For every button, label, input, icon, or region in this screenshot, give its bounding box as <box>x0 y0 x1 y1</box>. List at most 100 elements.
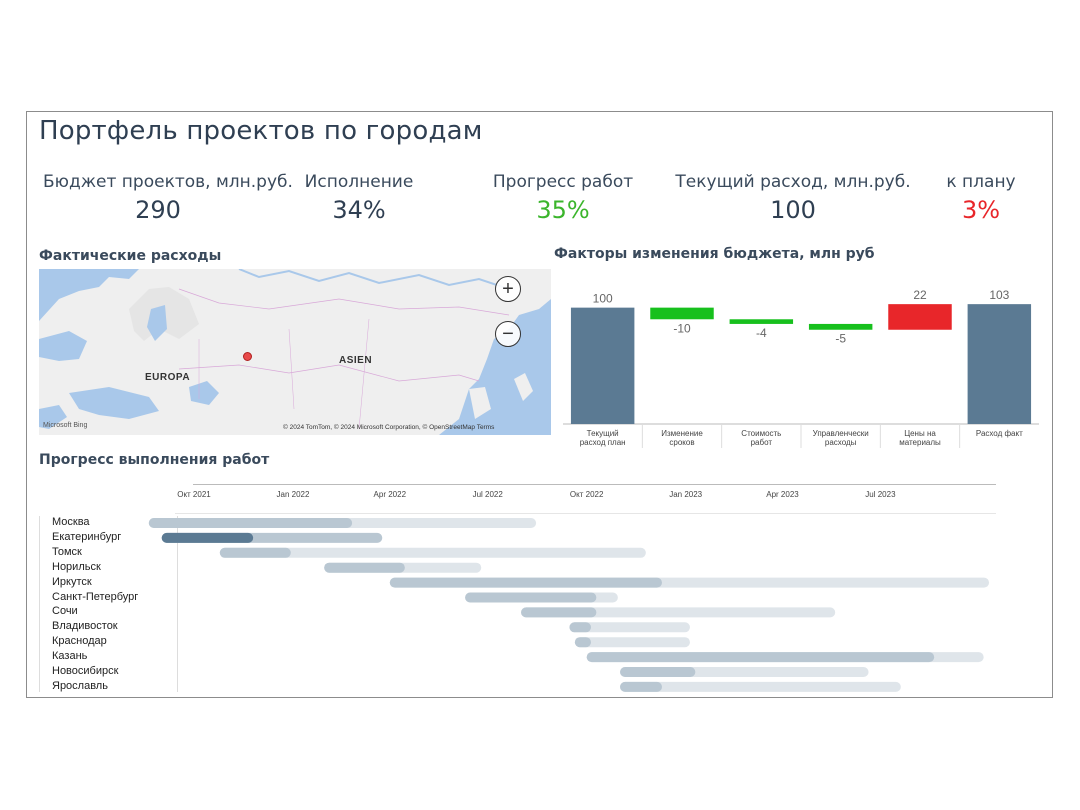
waterfall-category-label: Управленчески <box>813 429 869 438</box>
waterfall-category-label: работ <box>751 438 773 447</box>
kpi-progress-label: Прогресс работ <box>492 172 634 192</box>
gantt-city-label[interactable]: Новосибирск <box>52 665 119 677</box>
page-title: Портфель проектов по городам <box>39 116 483 146</box>
gantt-bar-remaining[interactable] <box>219 547 646 558</box>
gantt-tick-label: Apr 2022 <box>373 490 407 499</box>
waterfall-value-label: 100 <box>593 292 613 306</box>
gantt-bar-progress[interactable] <box>521 607 597 618</box>
gantt-city-label[interactable]: Москва <box>52 516 90 528</box>
gantt-bar-remaining[interactable] <box>620 667 869 677</box>
waterfall-category-label: расходы <box>825 438 857 447</box>
gantt-tick-label: Apr 2023 <box>766 490 799 499</box>
gantt-tick-label: Jan 2023 <box>669 490 703 499</box>
map-attribution[interactable]: © 2024 TomTom, © 2024 Microsoft Corporat… <box>283 424 495 431</box>
gantt-bar-progress[interactable] <box>586 652 935 663</box>
waterfall-category-label: Расход факт <box>976 429 1023 438</box>
gantt-bar-remaining[interactable] <box>148 518 537 528</box>
kpi-current-spend-label: Текущий расход, млн.руб. <box>675 172 911 192</box>
gantt-bar-progress[interactable] <box>620 667 696 677</box>
waterfall-category-label: материалы <box>899 438 941 447</box>
waterfall-category-label: расход план <box>580 438 626 447</box>
gantt-city-label[interactable]: Иркутск <box>52 575 92 588</box>
gantt-city-label[interactable]: Краснодар <box>52 635 107 648</box>
gantt-bar-remaining[interactable] <box>389 577 990 588</box>
gantt-title: Прогресс выполнения работ <box>39 452 270 468</box>
waterfall-value-label: -5 <box>835 332 846 346</box>
kpi-vs-plan-value: 3% <box>961 196 1001 224</box>
map-label-asia: ASIEN <box>339 355 373 366</box>
waterfall-bar[interactable] <box>570 307 635 424</box>
gantt-bar-progress[interactable] <box>569 622 591 633</box>
kpi-execution-label: Исполнение <box>304 172 414 192</box>
map-marker[interactable] <box>243 352 252 361</box>
gantt-bar-remaining[interactable] <box>569 622 690 633</box>
gantt-bar-remaining[interactable] <box>521 607 836 618</box>
dashboard-frame: Портфель проектов по городам Бюджет прое… <box>26 111 1053 698</box>
waterfall-title: Факторы изменения бюджета, млн руб <box>554 246 875 262</box>
gantt-bar-remaining[interactable] <box>620 681 901 692</box>
waterfall-category-label: Стоимость <box>741 429 781 438</box>
gantt-city-label[interactable]: Санкт-Петербург <box>52 590 139 603</box>
kpi-progress: Прогресс работ 35% <box>483 172 643 224</box>
gantt-tick-label: Jul 2023 <box>865 490 896 499</box>
gantt-city-label[interactable]: Казань <box>52 650 88 663</box>
gantt-bar-remaining[interactable] <box>161 532 383 543</box>
kpi-budget-label: Бюджет проектов, млн.руб. <box>43 172 293 192</box>
kpi-budget-value: 290 <box>135 196 181 224</box>
waterfall-bar[interactable] <box>808 323 873 330</box>
gantt-bar-progress[interactable] <box>574 637 591 648</box>
gantt-city-label[interactable]: Томск <box>52 545 82 558</box>
map-label-europe: EUROPA <box>145 372 191 383</box>
gantt-bar-remaining[interactable] <box>465 592 618 603</box>
kpi-execution: Исполнение 34% <box>289 172 429 224</box>
zoom-in-button[interactable]: + <box>495 276 521 302</box>
waterfall-bar[interactable] <box>729 319 794 324</box>
gantt-bar-remaining[interactable] <box>574 637 690 648</box>
waterfall-value-label: 22 <box>913 288 927 302</box>
map-land <box>39 269 551 435</box>
gantt-city-label[interactable]: Екатеринбург <box>52 530 122 543</box>
kpi-current-spend: Текущий расход, млн.руб. 100 <box>663 172 923 224</box>
zoom-out-button[interactable]: − <box>495 321 521 347</box>
gantt-city-list: Москва Екатеринбург Томск Норильск Иркутск Са… <box>39 516 178 692</box>
kpi-progress-value: 35% <box>536 196 590 224</box>
waterfall-bar[interactable] <box>650 307 714 320</box>
gantt-bar-progress[interactable] <box>324 562 405 573</box>
waterfall-bar[interactable] <box>888 304 952 330</box>
gantt-bar-progress[interactable] <box>148 518 353 528</box>
gantt-city-label[interactable]: Ярославль <box>52 679 108 692</box>
gantt-bar-progress[interactable] <box>389 577 662 588</box>
kpi-current-spend-value: 100 <box>770 196 816 224</box>
gantt-tick-label: Окт 2022 <box>569 490 604 499</box>
gantt-header-separator <box>175 513 996 514</box>
kpi-budget: Бюджет проектов, млн.руб. 290 <box>43 172 293 224</box>
kpi-vs-plan: к плану 3% <box>931 172 1031 224</box>
kpi-vs-plan-label: к плану <box>946 172 1016 192</box>
gantt-bar-progress[interactable] <box>219 547 291 558</box>
map-title: Фактические расходы <box>39 248 222 264</box>
waterfall-value-label: 103 <box>989 288 1009 302</box>
expenses-map[interactable]: EUROPA ASIEN + − Microsoft Bing © 2024 T… <box>39 269 551 435</box>
gantt-bar-remaining[interactable] <box>324 562 482 573</box>
bing-logo: Microsoft Bing <box>43 422 88 429</box>
gantt-city-label[interactable]: Норильск <box>52 560 101 573</box>
kpi-execution-value: 34% <box>332 196 386 224</box>
waterfall-category-label: сроков <box>669 438 694 447</box>
waterfall-bar[interactable] <box>967 304 1032 424</box>
waterfall-category-label: Цены на <box>904 429 936 438</box>
gantt-tick-label: Jan 2022 <box>276 490 310 499</box>
gantt-axis-line <box>193 484 996 485</box>
gantt-time-axis: Окт 2021 Jan 2022 Apr 2022 Jul 2022 Окт 2022… <box>175 484 996 514</box>
waterfall-value-label: -4 <box>756 326 767 340</box>
gantt-bar-remaining[interactable] <box>586 652 984 663</box>
waterfall-category-label: Текущий <box>587 429 619 438</box>
gantt-bar-progress[interactable] <box>620 681 662 692</box>
waterfall-value-label: -10 <box>673 321 691 335</box>
gantt-city-label[interactable]: Владивосток <box>52 620 118 633</box>
gantt-tick-label: Окт 2021 <box>177 490 211 499</box>
gantt-tick-label: Jul 2022 <box>472 490 503 499</box>
gantt-city-label[interactable]: Сочи <box>52 605 78 618</box>
waterfall-category-label: Изменение <box>661 429 703 438</box>
gantt-bar-progress[interactable] <box>465 592 597 603</box>
